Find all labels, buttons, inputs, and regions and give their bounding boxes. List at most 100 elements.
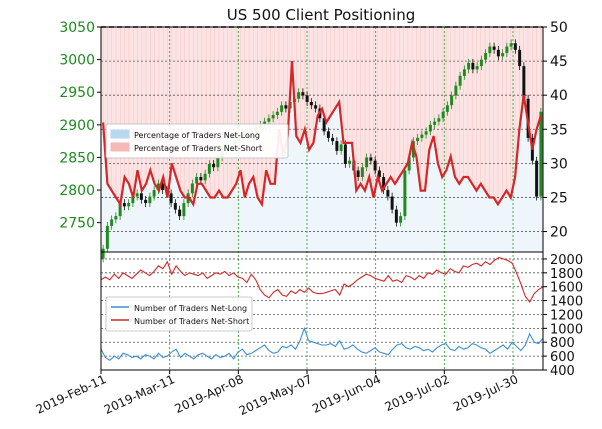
candle-body — [326, 131, 330, 138]
legend-label: Percentage of Traders Net-Long — [134, 131, 260, 140]
candle-body — [343, 144, 347, 164]
series-line-net-long — [100, 326, 544, 361]
legend-box — [105, 123, 289, 159]
candle-body — [207, 163, 211, 174]
candle-body — [501, 53, 505, 57]
x-tick-label: 2019-Mar-11 — [102, 372, 177, 417]
candle-body — [539, 111, 543, 197]
right-tick-label: 20 — [550, 225, 568, 241]
bottom-tick-label: 600 — [550, 350, 575, 365]
candle-body — [394, 209, 398, 223]
bottom-frame — [100, 251, 544, 371]
candle-body — [450, 95, 454, 106]
right-tick-label: 25 — [550, 190, 568, 206]
candle-body — [509, 43, 513, 47]
legend-label: Percentage of Traders Net-Short — [134, 144, 262, 153]
candle-body — [212, 163, 216, 168]
left-tick-label: 3050 — [59, 20, 95, 36]
left-tick-label: 2800 — [59, 183, 95, 199]
bottom-tick-label: 1400 — [550, 295, 583, 310]
candle-body — [127, 203, 131, 207]
candle-body — [275, 111, 279, 116]
candle-body — [314, 105, 318, 109]
legend-label: Number of Traders Net-Short — [134, 317, 249, 326]
candle-body — [369, 157, 373, 161]
candle-body — [377, 170, 381, 177]
top-legend: Percentage of Traders Net-Long Percentage… — [105, 123, 289, 159]
candle-body — [284, 105, 288, 109]
candle-body — [467, 62, 471, 70]
candle-body — [403, 170, 407, 217]
candle-body — [339, 144, 343, 151]
bottom-tick-label: 1800 — [550, 267, 583, 282]
candle-body — [505, 46, 509, 54]
legend-swatch — [110, 142, 130, 152]
candle-body — [280, 105, 284, 112]
right-tick-label: 30 — [550, 156, 568, 172]
x-tick-label: 2019-Apr-08 — [172, 372, 245, 416]
candle-body — [110, 219, 114, 226]
candle-body — [445, 105, 449, 112]
candle-body — [144, 199, 148, 204]
x-tick-label: 2019-Feb-11 — [34, 372, 109, 417]
legend-box — [105, 296, 253, 332]
candle-body — [382, 177, 386, 191]
x-tick-label: 2019-Jun-04 — [310, 372, 383, 416]
candle-body — [454, 85, 458, 96]
candle-body — [496, 49, 500, 57]
bottom-legend: Number of Traders Net-Long Number of Trad… — [105, 296, 253, 332]
candle-body — [458, 75, 462, 86]
candle-body — [335, 141, 339, 151]
candle-body — [488, 46, 492, 54]
candle-body — [441, 111, 445, 119]
candle-body — [169, 193, 173, 204]
left-tick-label: 2850 — [59, 150, 95, 166]
candle-body — [297, 92, 301, 99]
candle-body — [535, 160, 539, 197]
candle-body — [267, 118, 271, 122]
net-short-pct-line — [102, 61, 542, 208]
candle-body — [182, 203, 186, 217]
right-tick-label: 40 — [550, 88, 568, 104]
candle-body — [518, 49, 522, 67]
candle-body — [131, 196, 135, 204]
left-tick-label: 3000 — [59, 53, 95, 69]
series-line-net-short — [100, 257, 544, 304]
candle-body — [152, 190, 156, 197]
candle-body — [399, 216, 403, 223]
candle-body — [471, 62, 475, 70]
candle-body — [484, 53, 488, 60]
candle-body — [122, 203, 126, 207]
right-tick-label: 35 — [550, 122, 568, 138]
candle-body — [199, 177, 203, 181]
candle-body — [114, 216, 118, 220]
candle-body — [365, 157, 369, 168]
candle-body — [390, 196, 394, 210]
candle-body — [462, 69, 466, 76]
candle-body — [356, 170, 360, 177]
x-tick-label: 2019-Jul-30 — [451, 372, 520, 414]
bottom-tick-label: 2000 — [550, 253, 583, 268]
candle-body — [331, 137, 335, 142]
right-tick-label: 45 — [550, 54, 568, 70]
left-tick-label: 2750 — [59, 216, 95, 232]
candle-body — [433, 121, 437, 125]
legend-swatch — [110, 129, 130, 139]
candle-body — [373, 160, 377, 171]
candle-body — [216, 157, 220, 168]
candle-body — [424, 131, 428, 135]
right-tick-label: 50 — [550, 20, 568, 36]
bottom-tick-label: 800 — [550, 336, 575, 351]
left-tick-label: 2900 — [59, 118, 95, 134]
legend-label: Number of Traders Net-Long — [134, 304, 247, 313]
candle-body — [135, 193, 139, 197]
candle-body — [428, 124, 432, 132]
candle-body — [190, 183, 194, 194]
candle-body — [271, 115, 275, 119]
candle-body — [360, 167, 364, 177]
candle-body — [407, 157, 411, 171]
candle-body — [101, 248, 105, 259]
candle-body — [156, 183, 160, 191]
